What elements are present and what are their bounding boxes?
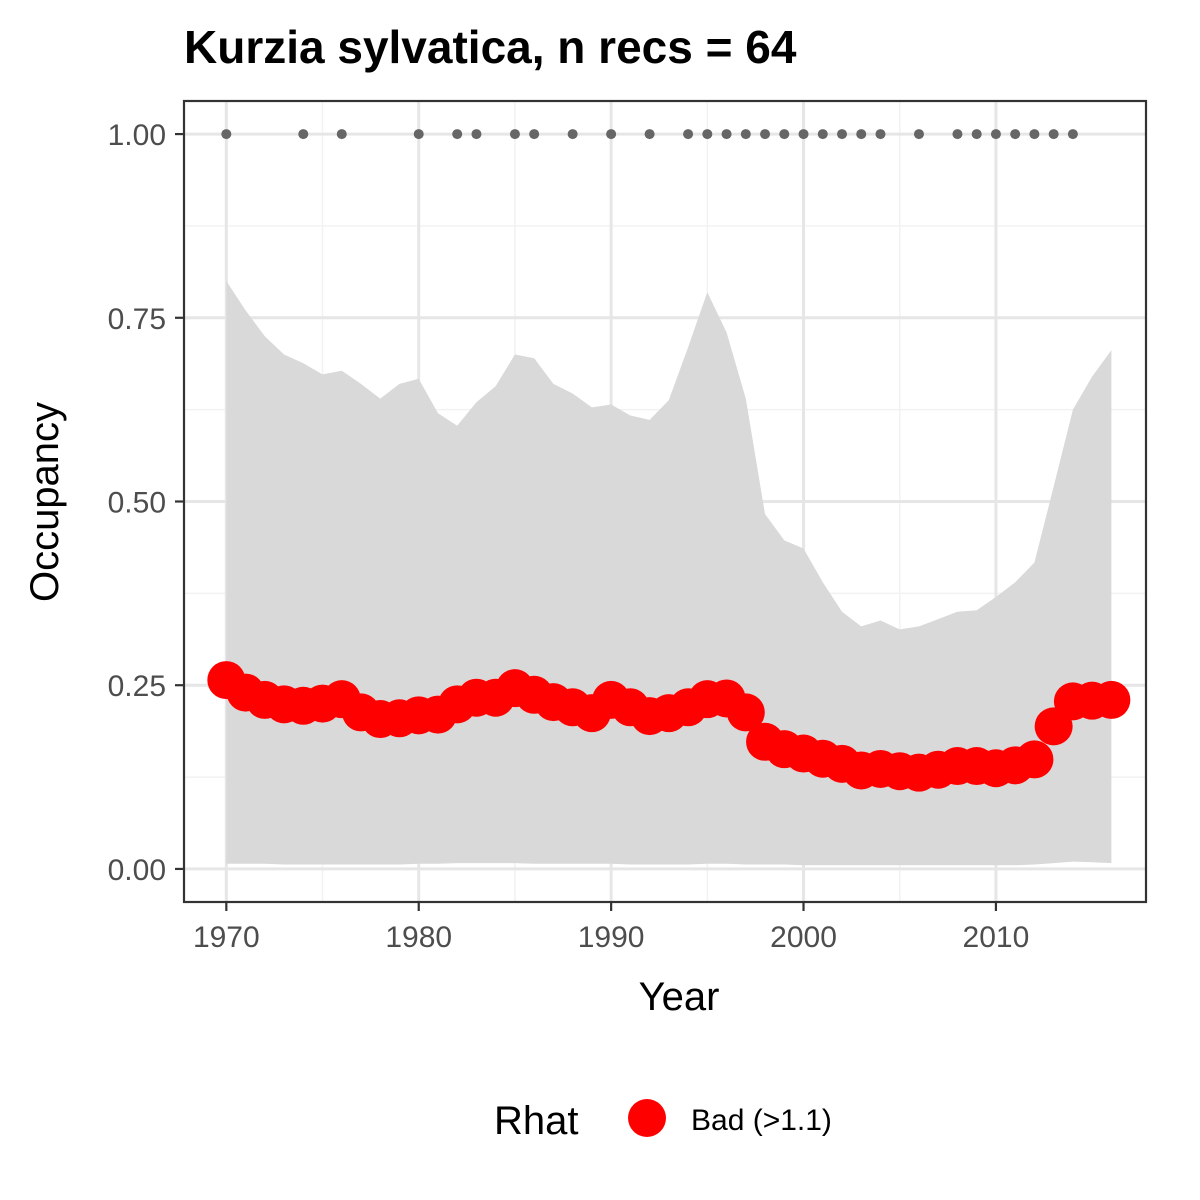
y-tick-label: 1.00 — [108, 119, 166, 152]
chart-title: Kurzia sylvatica, n recs = 64 — [184, 21, 797, 73]
record-dot — [1048, 129, 1059, 140]
record-dot — [913, 129, 924, 140]
y-tick-label: 0.50 — [108, 487, 166, 520]
record-dot — [683, 129, 694, 140]
record-dot — [817, 129, 828, 140]
occupancy-points — [207, 661, 1131, 792]
record-dot — [779, 129, 790, 140]
record-dot — [798, 129, 809, 140]
record-dot — [990, 129, 1001, 140]
x-tick-label: 1990 — [578, 921, 645, 954]
record-dot — [1010, 129, 1021, 140]
record-dot — [567, 129, 578, 140]
record-dot — [721, 129, 732, 140]
y-tick-label: 0.00 — [108, 854, 166, 887]
occupancy-point — [726, 693, 765, 732]
record-dot — [1067, 129, 1078, 140]
record-dot — [971, 129, 982, 140]
record-dot — [875, 129, 886, 140]
record-dot — [452, 129, 463, 140]
x-axis-title: Year — [639, 975, 720, 1019]
y-axis: 0.00 0.25 0.50 0.75 1.00 — [108, 119, 184, 887]
record-dot — [952, 129, 963, 140]
legend-title: Rhat — [494, 1099, 579, 1143]
record-dot — [740, 129, 751, 140]
record-dot — [644, 129, 655, 140]
record-dot — [509, 129, 520, 140]
record-dot — [760, 129, 771, 140]
legend-label-bad: Bad (>1.1) — [691, 1104, 832, 1137]
record-dot — [1029, 129, 1040, 140]
occupancy-point — [1015, 740, 1054, 779]
occupancy-point — [1092, 680, 1131, 719]
x-tick-label: 2000 — [770, 921, 837, 954]
plot-area — [182, 99, 1148, 904]
record-dot — [413, 129, 424, 140]
record-dot — [606, 129, 617, 140]
record-dots — [221, 129, 1078, 140]
legend-key-bad — [628, 1099, 666, 1137]
record-dot — [856, 129, 867, 140]
y-tick-label: 0.75 — [108, 303, 166, 336]
record-dot — [336, 129, 347, 140]
record-dot — [471, 129, 482, 140]
y-axis-title: Occupancy — [23, 402, 67, 602]
y-tick-label: 0.25 — [108, 670, 166, 703]
x-tick-label: 1980 — [385, 921, 452, 954]
record-dot — [529, 129, 540, 140]
record-dot — [221, 129, 232, 140]
record-dot — [702, 129, 713, 140]
record-dot — [298, 129, 309, 140]
record-dot — [837, 129, 848, 140]
x-axis: 1970 1980 1990 2000 2010 — [193, 902, 1029, 954]
x-tick-label: 2010 — [963, 921, 1030, 954]
x-tick-label: 1970 — [193, 921, 260, 954]
legend: Rhat Bad (>1.1) — [494, 1099, 832, 1143]
